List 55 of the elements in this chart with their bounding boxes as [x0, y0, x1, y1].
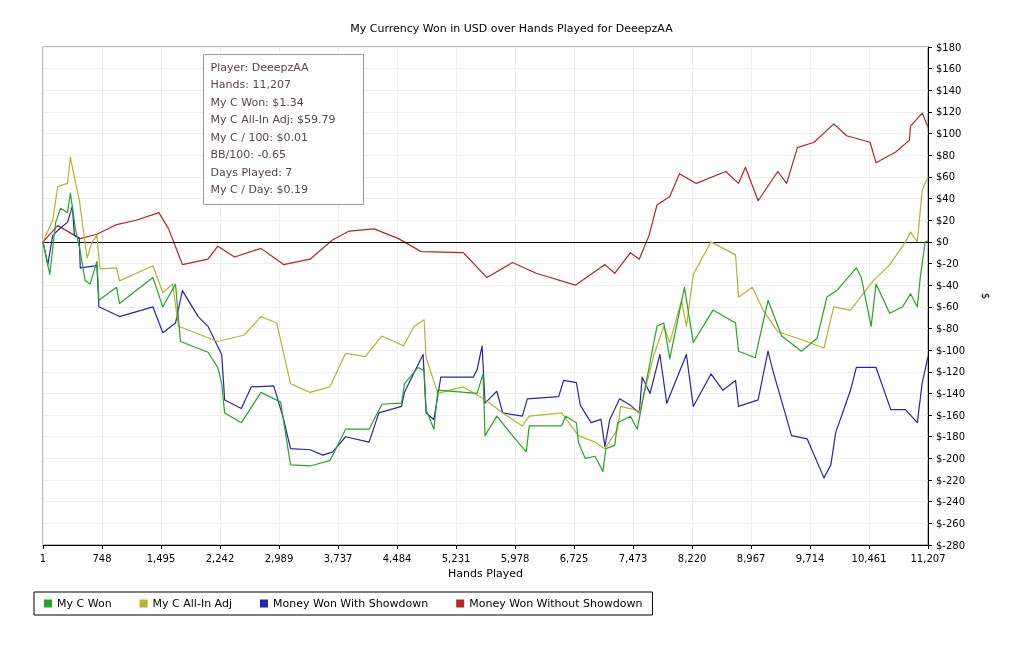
y-tick-label: $0 — [936, 236, 949, 248]
y-tick-label: $140 — [936, 84, 962, 96]
x-tick-label: 3,737 — [323, 552, 353, 564]
y-tick-label: $-220 — [936, 474, 966, 486]
legend-label: Money Won With Showdown — [272, 597, 429, 610]
x-tick-label: 9,714 — [795, 552, 825, 564]
x-axis-title: Hands Played — [448, 566, 523, 580]
legend-label: My C All-In Adj — [152, 597, 232, 610]
y-tick-label: $-40 — [936, 279, 959, 291]
y-tick-label: $-280 — [936, 539, 966, 551]
y-tick-label: $40 — [936, 193, 956, 205]
y-tick-label: $100 — [936, 128, 962, 140]
x-tick-label: 10,461 — [851, 552, 887, 564]
annotation: My C Won: $1.34 — [210, 95, 304, 109]
y-tick-label: $60 — [936, 171, 956, 183]
annotation: Player: DeeepzAA — [210, 60, 310, 74]
x-tick-label: 2,989 — [264, 552, 294, 564]
annotation: Days Played: 7 — [210, 165, 293, 179]
annotation: My C All-In Adj: $59.79 — [210, 113, 336, 126]
y-tick-label: $-80 — [936, 322, 959, 334]
y-tick-label: $-100 — [936, 344, 966, 356]
legend-label: Money Won Without Showdown — [469, 597, 643, 610]
legend-label: My C Won — [57, 597, 112, 610]
y-axis-title: $ — [979, 292, 992, 300]
annotation: My C / 100: $0.01 — [210, 130, 309, 144]
x-tick-label: 6,725 — [559, 552, 589, 564]
annotation: BB/100: -0.65 — [210, 148, 286, 161]
y-tick-label: $-20 — [936, 258, 959, 270]
y-tick-label: $-160 — [936, 409, 966, 421]
chart-title: My Currency Won in USD over Hands Played for DeeepzAA — [350, 22, 674, 35]
x-tick-label: 4,484 — [382, 552, 412, 564]
x-tick-label: 1 — [39, 552, 47, 564]
y-tick-label: $-140 — [936, 387, 966, 399]
x-tick-label: 2,242 — [205, 552, 235, 564]
y-tick-label: $180 — [936, 41, 962, 53]
y-tick-label: $160 — [936, 63, 962, 75]
x-tick-label: 8,967 — [736, 552, 766, 564]
x-tick-label: 11,207 — [910, 552, 946, 564]
x-tick-label: 8,220 — [677, 552, 707, 564]
annotation: My C / Day: $0.19 — [210, 183, 308, 196]
y-tick-label: $-180 — [936, 431, 966, 443]
y-tick-label: $-120 — [936, 366, 966, 378]
y-tick-label: $-60 — [936, 301, 959, 313]
y-tick-label: $-200 — [936, 452, 966, 464]
y-tick-label: $20 — [936, 214, 956, 226]
x-tick-label: 5,231 — [441, 552, 471, 564]
x-tick-label: 1,495 — [146, 552, 176, 564]
y-tick-label: $-240 — [936, 496, 966, 508]
y-tick-label: $-260 — [936, 517, 966, 529]
x-tick-label: 748 — [92, 552, 112, 564]
y-tick-label: $120 — [936, 106, 962, 118]
annotation: Hands: 11,207 — [210, 78, 291, 91]
x-tick-label: 5,978 — [500, 552, 530, 564]
x-tick-label: 7,473 — [618, 552, 648, 564]
y-tick-label: $80 — [936, 149, 956, 161]
